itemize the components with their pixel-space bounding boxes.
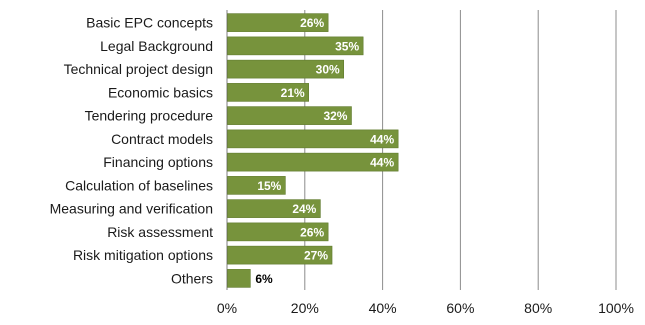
bar-data-label: 6% (255, 272, 273, 286)
category-label: Legal Background (100, 38, 213, 54)
bar-data-label: 26% (300, 225, 324, 239)
category-label: Calculation of baselines (65, 177, 213, 193)
x-tick-label: 20% (291, 300, 319, 316)
bar (227, 199, 321, 218)
bar (227, 83, 309, 102)
bar-data-label: 30% (316, 63, 340, 77)
bar (227, 176, 286, 195)
bar-data-label: 15% (257, 179, 281, 193)
bar (227, 222, 329, 242)
bar-data-label: 27% (304, 249, 328, 263)
bar-data-label: 35% (335, 39, 359, 53)
bar-data-label: 32% (323, 109, 347, 123)
category-label: Economic basics (108, 84, 213, 100)
category-label: Others (171, 270, 213, 286)
bar (227, 245, 333, 265)
bar (227, 106, 352, 125)
category-label: Measuring and verification (50, 201, 213, 217)
x-tick-label: 0% (217, 300, 237, 316)
bar (227, 152, 399, 172)
bar-data-label: 44% (370, 132, 394, 146)
bar (227, 13, 329, 32)
x-axis-tick-labels: 0% 20% 40% 60% 80% 100% (217, 300, 634, 316)
category-labels: Basic EPC concepts Legal Background Techni… (50, 15, 214, 287)
bar-data-label: 21% (281, 86, 305, 100)
category-label: Basic EPC concepts (86, 15, 213, 31)
category-label: Tendering procedure (85, 108, 214, 124)
bar (227, 269, 251, 288)
bar-data-label: 24% (292, 202, 316, 216)
category-label: Risk assessment (107, 224, 213, 240)
bar (227, 59, 344, 79)
category-label: Risk mitigation options (73, 247, 213, 263)
bar (227, 129, 399, 149)
x-tick-label: 40% (369, 300, 397, 316)
bar (227, 36, 364, 56)
gridlines (226, 10, 617, 290)
bar-data-label: 26% (300, 16, 324, 30)
category-label: Financing options (103, 154, 213, 170)
x-tick-label: 60% (446, 300, 474, 316)
x-tick-label: 100% (598, 300, 634, 316)
bar-data-label: 44% (370, 156, 394, 170)
bars: 26% 35% 30% 21% 32% 44% 44% 15% 24% 26% 27% 6% (227, 13, 399, 288)
category-label: Technical project design (64, 61, 213, 77)
x-tick-label: 80% (524, 300, 552, 316)
category-label: Contract models (111, 131, 213, 147)
